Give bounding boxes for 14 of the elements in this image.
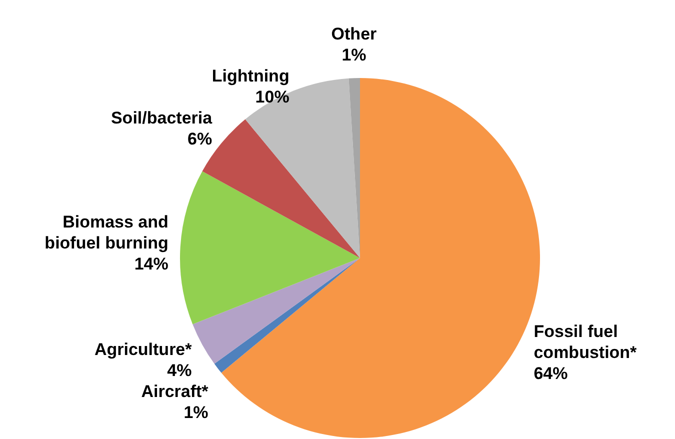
data-label: 14% [134,254,168,274]
data-label: 4% [167,360,192,380]
slice-label: Other [331,24,378,44]
data-label: 1% [184,402,208,422]
slice-label: Fossil fuel combustion* [534,322,638,362]
slice-label: Soil/bacteria [110,108,213,128]
data-label: 10% [255,87,290,106]
slice-label: Lightning [212,66,290,86]
slice-label: Biomass and biofuel burning [44,212,168,253]
data-label: 1% [342,45,366,64]
slice-label: Agriculture* [94,340,192,359]
data-label: 64% [534,364,568,383]
data-label: 6% [187,129,212,148]
slice-label: Aircraft* [141,382,209,401]
